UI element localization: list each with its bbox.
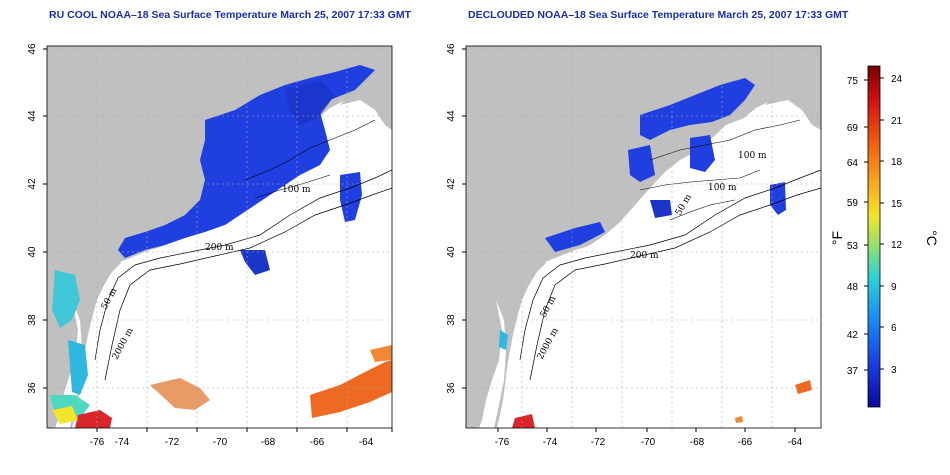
lon-tick-label: -68 [690, 437, 705, 448]
colorbar-c-label: 12 [891, 240, 903, 251]
right-x-axis: -76 -74 -72 -70 -68 -66 -64 [495, 428, 803, 448]
lon-tick-label: -74 [543, 437, 558, 448]
left-y-axis: 46 44 42 40 38 36 [27, 43, 47, 394]
colorbar-f-label: 48 [847, 282, 859, 293]
lon-tick-label: -72 [165, 437, 180, 448]
colorbar-f-label: 37 [847, 366, 859, 377]
right-contour-label: 100 m [738, 151, 767, 161]
lat-tick-label: 46 [446, 43, 457, 55]
celsius-unit-label: °C [924, 230, 940, 246]
colorbar: 75 69 64 59 53 48 42 37 24 21 18 15 12 9… [829, 65, 940, 408]
left-contour-label: 100 m [282, 185, 311, 195]
colorbar-c-label: 21 [891, 116, 903, 127]
colorbar-f-label: 69 [847, 123, 859, 134]
lat-tick-label: 44 [27, 110, 38, 122]
left-x-axis: -76 -74 -72 -70 -68 -66 -64 [90, 428, 393, 448]
right-contour-label: 200 m [630, 251, 659, 261]
colorbar-f-ticks: 75 69 64 59 53 48 42 37 [847, 76, 868, 377]
lat-tick-label: 36 [446, 382, 457, 394]
lon-tick-label: -64 [788, 437, 803, 448]
lon-tick-label: -70 [641, 437, 656, 448]
right-contour-label: 100 m [708, 183, 737, 193]
lon-tick-label: -70 [213, 437, 228, 448]
colorbar-c-label: 9 [891, 282, 897, 293]
lon-tick-label: -72 [591, 437, 606, 448]
right-land [466, 46, 821, 428]
lon-tick-label: -66 [738, 437, 753, 448]
left-sst-warm [75, 410, 112, 428]
colorbar-f-label: 75 [847, 76, 859, 87]
right-panel-title: DECLOUDED NOAA–18 Sea Surface Temperatur… [468, 9, 849, 21]
lat-tick-label: 46 [27, 43, 38, 55]
lon-tick-label: -66 [310, 437, 325, 448]
colorbar-c-label: 15 [891, 199, 903, 210]
lat-tick-label: 44 [446, 110, 457, 122]
left-panel-title: RU COOL NOAA–18 Sea Surface Temperature … [49, 9, 412, 21]
right-sst-warm [512, 414, 535, 428]
lon-tick-label: -64 [359, 437, 374, 448]
lat-tick-label: 42 [27, 178, 38, 190]
colorbar-f-label: 59 [847, 198, 859, 209]
lat-tick-label: 36 [27, 382, 38, 394]
left-contour-label: 200 m [205, 243, 234, 253]
colorbar-gradient [867, 65, 881, 408]
colorbar-f-label: 53 [847, 241, 859, 252]
lat-tick-label: 42 [446, 178, 457, 190]
colorbar-f-label: 64 [847, 158, 859, 169]
lat-tick-label: 38 [27, 314, 38, 326]
right-y-axis: 46 44 42 40 38 36 [446, 43, 466, 394]
lon-tick-label: -74 [115, 437, 130, 448]
fahrenheit-unit-label: °F [829, 231, 845, 245]
colorbar-c-label: 18 [891, 157, 903, 168]
colorbar-c-ticks: 24 21 18 15 12 9 6 3 [880, 74, 903, 376]
lon-tick-label: -76 [495, 437, 510, 448]
lat-tick-label: 40 [446, 246, 457, 258]
left-map-panel: 100 m 50 m 200 m 2000 m -76 -74 -72 -70 … [27, 43, 393, 448]
right-sst-cold [640, 78, 755, 140]
colorbar-c-label: 6 [891, 323, 897, 334]
lat-tick-label: 38 [446, 314, 457, 326]
lat-tick-label: 40 [27, 246, 38, 258]
colorbar-c-label: 24 [891, 74, 903, 85]
colorbar-c-label: 3 [891, 365, 897, 376]
lon-tick-label: -76 [90, 437, 105, 448]
colorbar-f-label: 42 [847, 330, 859, 341]
right-map-panel: 100 m 100 m 50 m 200 m 2000 m 50 m -76 -… [446, 43, 822, 448]
lon-tick-label: -68 [261, 437, 276, 448]
left-land [47, 46, 392, 428]
